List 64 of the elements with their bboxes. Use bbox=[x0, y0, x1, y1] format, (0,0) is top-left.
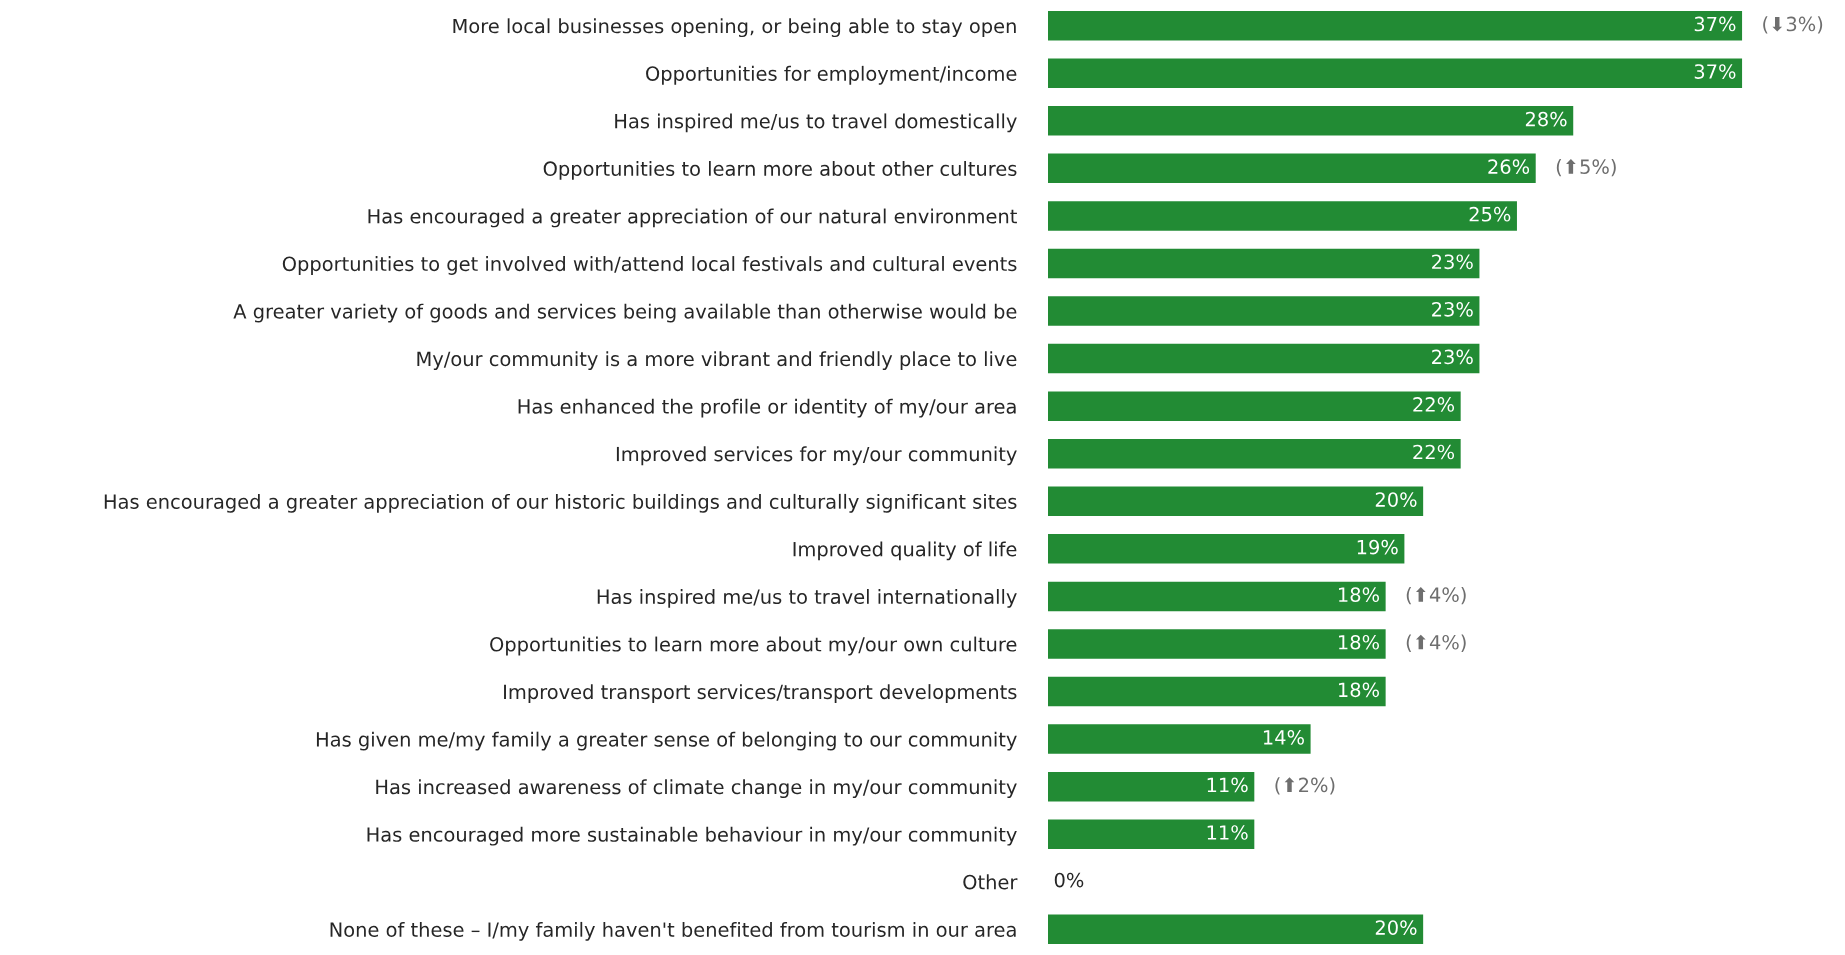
y-tick-label: Has increased awareness of climate change in my/our community bbox=[376, 779, 1017, 799]
data-label: 37% bbox=[1694, 64, 1736, 79]
data-label: 20% bbox=[1375, 920, 1417, 935]
bar bbox=[1047, 58, 1743, 88]
bar bbox=[1047, 296, 1480, 326]
data-label: 22% bbox=[1413, 444, 1455, 460]
bar bbox=[1047, 438, 1461, 469]
y-tick-label: Improved quality of life bbox=[793, 541, 1017, 561]
y-tick-label: Opportunities to learn more about my/our own culture bbox=[490, 636, 1017, 656]
y-tick-label: Other bbox=[963, 874, 1018, 890]
bar bbox=[1047, 724, 1311, 754]
bar bbox=[1047, 676, 1386, 707]
data-label: 18% bbox=[1339, 634, 1380, 650]
bar bbox=[1047, 819, 1255, 849]
y-tick-label: None of these – I/my family haven't benefited from tourism in our area bbox=[330, 921, 1016, 941]
data-label: 19% bbox=[1357, 539, 1398, 555]
y-tick-label: Improved services for my/our community bbox=[616, 446, 1017, 466]
bar bbox=[1047, 343, 1480, 374]
y-tick-label: More local businesses opening, or being able to stay open bbox=[453, 18, 1016, 38]
y-tick-label: Has inspired me/us to travel internationally bbox=[597, 589, 1017, 608]
annotation: (⬆2%) bbox=[1275, 777, 1335, 795]
data-label: 26% bbox=[1488, 159, 1530, 175]
data-label: 0% bbox=[1054, 872, 1084, 888]
data-label: 18% bbox=[1339, 587, 1380, 603]
data-label: 23% bbox=[1432, 301, 1473, 317]
y-tick-label: Has encouraged a greater appreciation of our historic buildings and culturally significant sites bbox=[104, 493, 1017, 513]
bar bbox=[1047, 391, 1461, 421]
bar bbox=[1047, 771, 1255, 802]
data-label: 23% bbox=[1432, 349, 1473, 365]
data-label: 14% bbox=[1263, 730, 1304, 745]
data-label: 25% bbox=[1469, 206, 1511, 222]
bar bbox=[1047, 201, 1517, 231]
annotation: (⬆5%) bbox=[1556, 158, 1616, 177]
bar bbox=[1047, 10, 1743, 41]
bar bbox=[1047, 486, 1424, 517]
y-tick-label: A greater variety of goods and services being available than otherwise would be bbox=[233, 303, 1017, 323]
bar bbox=[1047, 534, 1405, 564]
data-label: 11% bbox=[1207, 825, 1248, 840]
data-label: 23% bbox=[1432, 254, 1473, 270]
y-tick-label: Has given me/my family a greater sense of belonging to our community bbox=[316, 731, 1017, 751]
annotation: (⬆4%) bbox=[1406, 587, 1466, 605]
y-tick-label: Has encouraged more sustainable behaviour in my/our community bbox=[367, 826, 1017, 846]
bar bbox=[1047, 914, 1424, 945]
bar bbox=[1047, 248, 1480, 279]
y-tick-label: Opportunities to learn more about other cultures bbox=[543, 160, 1017, 180]
data-label: 28% bbox=[1525, 111, 1567, 127]
data-label: 37% bbox=[1694, 16, 1736, 32]
y-tick-label: My/our community is a more vibrant and friendly place to live bbox=[417, 351, 1017, 371]
y-tick-label: Has encouraged a greater appreciation of our natural environment bbox=[368, 208, 1017, 228]
bar bbox=[1047, 581, 1386, 612]
data-label: 22% bbox=[1413, 397, 1455, 412]
data-label: 11% bbox=[1207, 777, 1248, 793]
annotation: (⬇3%) bbox=[1763, 16, 1823, 34]
data-label: 20% bbox=[1375, 492, 1417, 507]
y-tick-label: Opportunities for employment/income bbox=[646, 65, 1017, 85]
y-tick-label: Has inspired me/us to travel domestically bbox=[615, 113, 1017, 133]
y-tick-label: Improved transport services/transport developments bbox=[504, 684, 1017, 703]
y-tick-label: Opportunities to get involved with/attend local festivals and cultural events bbox=[282, 256, 1017, 275]
annotation: (⬆4%) bbox=[1406, 634, 1466, 652]
bar bbox=[1047, 153, 1536, 184]
bar bbox=[1047, 629, 1386, 659]
data-label: 18% bbox=[1339, 682, 1380, 698]
bar bbox=[1047, 106, 1574, 136]
y-tick-label: Has enhanced the profile or identity of my/our area bbox=[518, 398, 1016, 418]
